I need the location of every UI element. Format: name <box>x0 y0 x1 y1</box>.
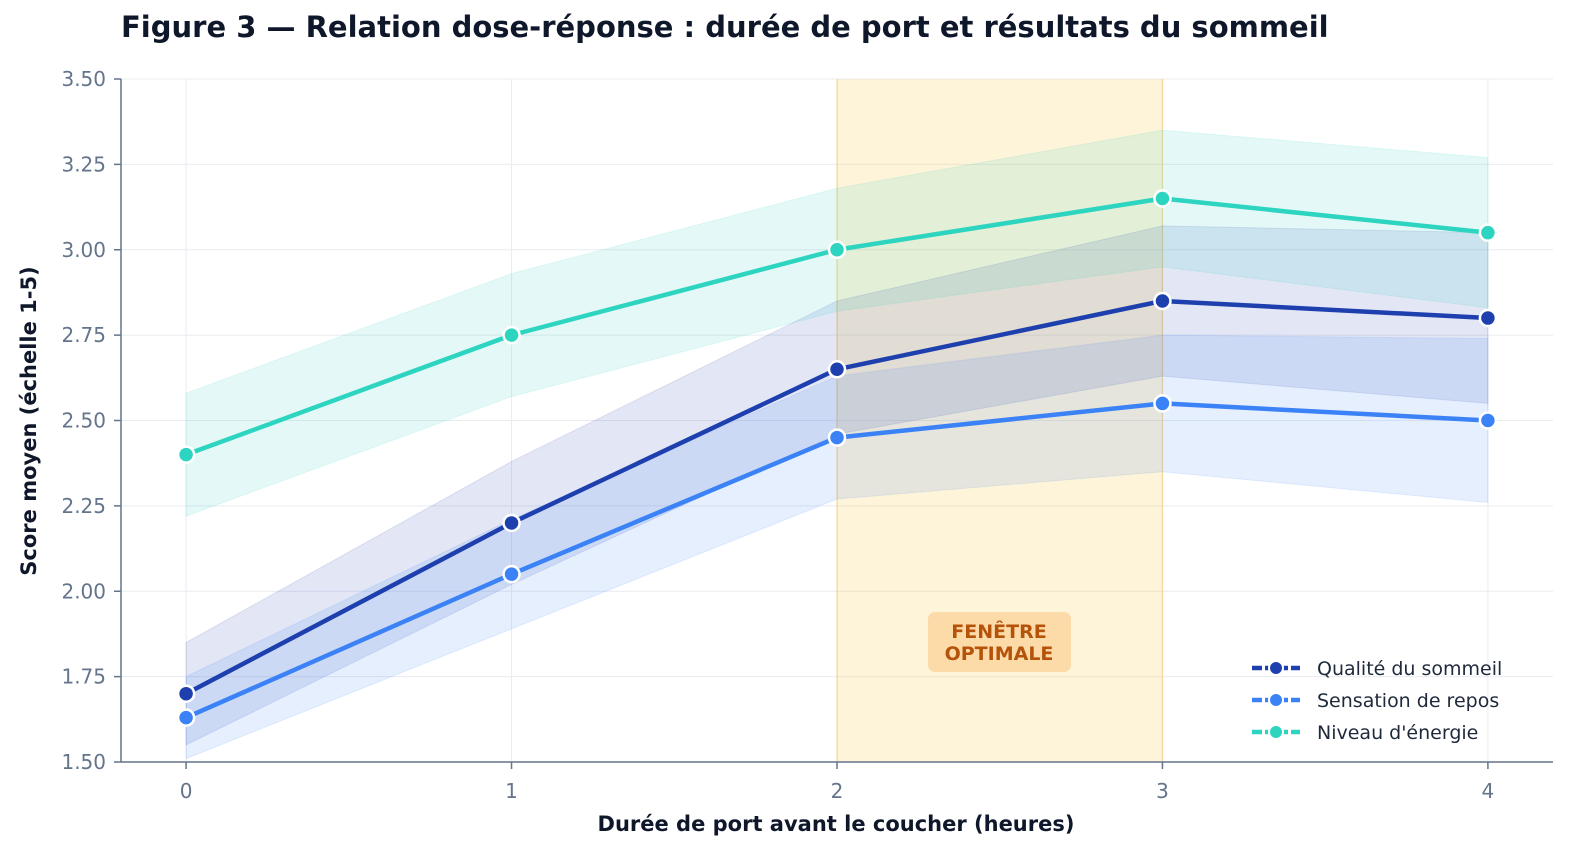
y-tick-label: 1.50 <box>61 750 106 774</box>
data-point-series-3 <box>502 325 521 345</box>
data-point-series-1 <box>176 684 196 703</box>
chart-title: Figure 3 — Relation dose-réponse : durée… <box>121 10 1329 44</box>
data-point-series-1 <box>1153 291 1172 311</box>
y-tick-label: 2.00 <box>61 579 106 603</box>
axes <box>120 79 1553 763</box>
x-tick-label: 3 <box>1156 779 1169 803</box>
confidence-band-series-3 <box>185 129 1489 517</box>
data-point-series-3 <box>1478 223 1498 242</box>
y-tick-label: 2.75 <box>61 323 106 347</box>
legend-label-series-2: Sensation de repos <box>1317 690 1499 712</box>
y-tick-label: 3.00 <box>61 238 106 262</box>
confidence-band-series-2 <box>185 334 1489 760</box>
x-tick-label: 2 <box>831 779 844 803</box>
x-axis-title: Durée de port avant le coucher (heures) <box>598 812 1075 836</box>
confidence-bands <box>185 129 1489 760</box>
data-point-series-3 <box>176 445 196 464</box>
grid-lines <box>114 78 1553 769</box>
data-point-series-1 <box>1478 308 1498 328</box>
y-tick-label: 3.50 <box>61 67 106 91</box>
legend-marker-series-1 <box>1268 660 1284 676</box>
data-point-series-1 <box>502 513 521 533</box>
optimal-window-label-line1: FENÊTRE <box>951 620 1046 643</box>
data-point-series-2 <box>1478 411 1498 430</box>
data-point-series-3 <box>1153 189 1172 208</box>
y-tick-label: 1.75 <box>61 665 106 689</box>
legend-marker-series-2 <box>1268 692 1284 708</box>
y-axis-title: Score moyen (échelle 1-5) <box>17 266 41 575</box>
tick-labels: 1.50 1.75 2.00 2.25 2.50 2.75 3.00 3.25 3.50 0 1 2 3… <box>61 67 1494 803</box>
x-tick-label: 4 <box>1482 779 1495 803</box>
y-tick-label: 2.25 <box>61 494 106 518</box>
data-point-series-1 <box>827 360 847 379</box>
data-point-series-2 <box>502 564 521 584</box>
legend: Qualité du sommeil Sensation de repos Nive… <box>1252 658 1502 744</box>
data-point-series-2 <box>1153 394 1172 413</box>
y-tick-label: 3.25 <box>61 152 106 176</box>
legend-label-series-1: Qualité du sommeil <box>1317 658 1502 680</box>
series-points <box>176 189 1498 727</box>
x-tick-label: 1 <box>505 779 518 803</box>
x-tick-label: 0 <box>180 779 193 803</box>
optimal-window-label-line2: OPTIMALE <box>945 643 1054 665</box>
optimal-window-label-box <box>928 612 1071 672</box>
data-point-series-2 <box>176 708 196 727</box>
data-point-series-2 <box>827 428 847 447</box>
legend-label-series-3: Niveau d'énergie <box>1317 722 1478 744</box>
legend-marker-series-3 <box>1268 724 1284 740</box>
y-tick-label: 2.50 <box>61 409 106 433</box>
confidence-band-series-1 <box>185 225 1489 746</box>
data-point-series-3 <box>827 240 847 259</box>
